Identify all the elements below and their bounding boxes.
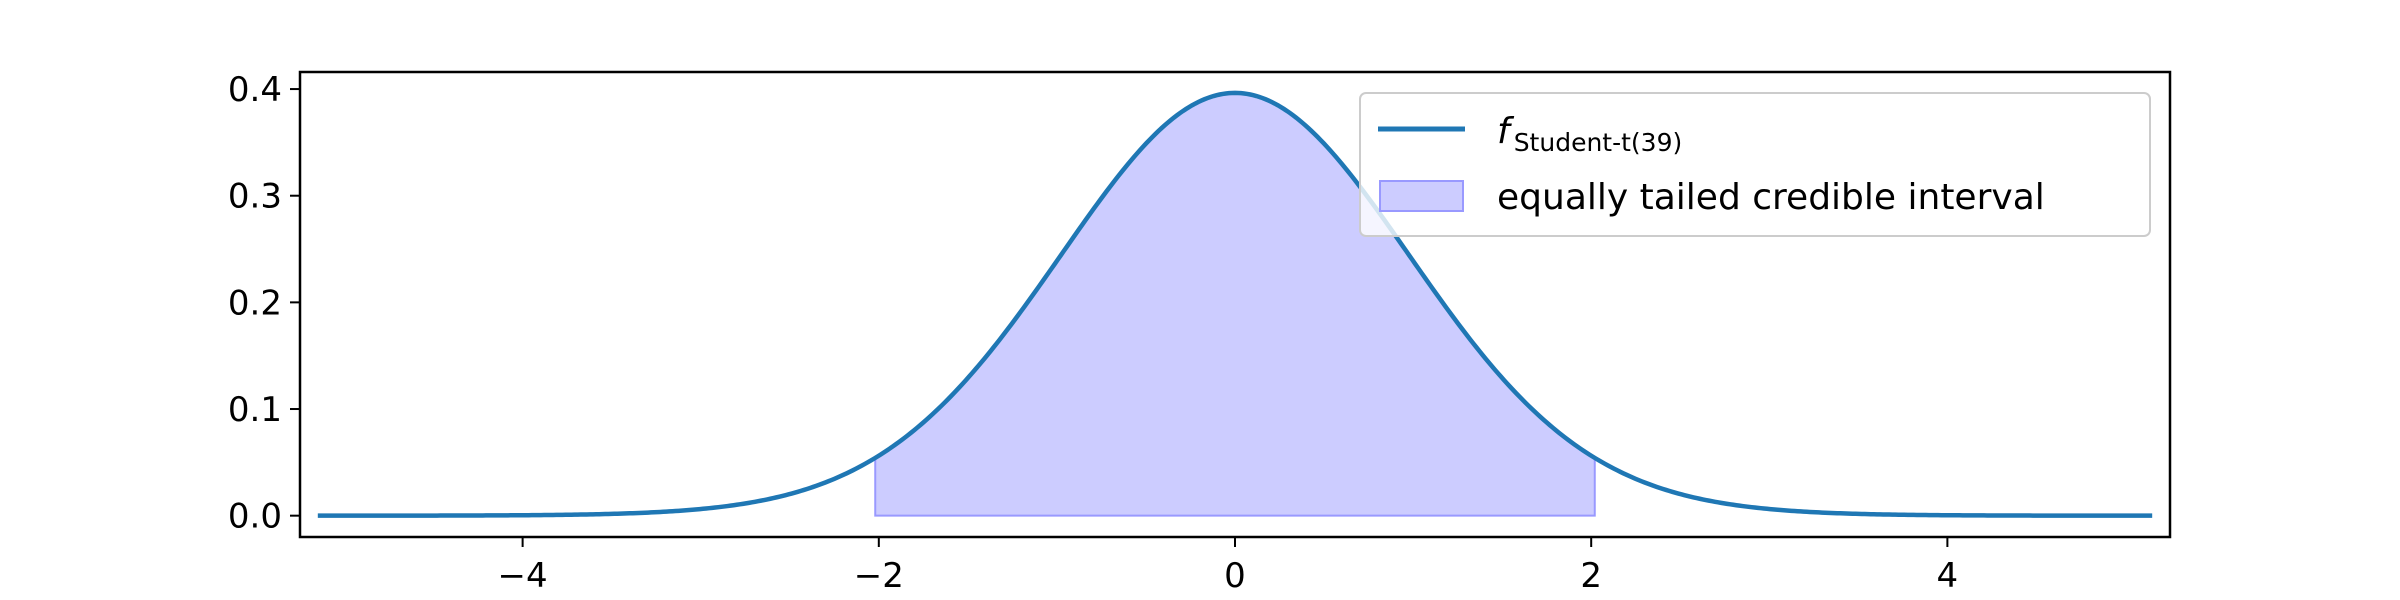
line-layer [317,90,2153,518]
x-tick-label: −2 [854,556,904,596]
density-curve [317,90,2153,518]
y-tick-label: 0.2 [228,283,282,323]
legend-area-swatch [1379,180,1464,212]
x-tick-label: 4 [1937,556,1959,596]
y-tick-label: 0.4 [228,70,282,110]
x-tick-label: −4 [498,556,548,596]
legend-box [1359,92,2151,237]
legend-area-label: equally tailed credible interval [1497,177,2045,218]
x-tick-label: 2 [1580,556,1602,596]
y-axis: 0.0 0.1 0.2 0.3 0.4 [228,70,300,537]
legend-line-subscript: Student-t(39) [1514,128,1683,157]
y-tick-label: 0.0 [228,497,282,537]
y-tick-label: 0.1 [228,390,282,430]
x-tick-label: 0 [1224,556,1246,596]
legend: f Student-t(39) equally tailed credible i… [1359,92,2151,237]
legend-line-label: f Student-t(39) [1497,111,1682,157]
y-tick-label: 0.3 [228,177,282,217]
x-axis: −4 −2 0 2 4 [498,537,1959,596]
